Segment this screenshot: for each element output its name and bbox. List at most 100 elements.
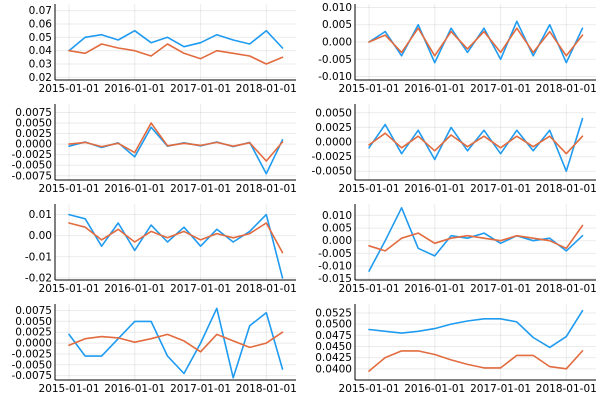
series-2-line <box>68 222 284 254</box>
y-tick-label: 0.0475 <box>315 330 352 342</box>
x-tick-label: 2016-01-01 <box>404 383 465 395</box>
x-tick-label: 2018-01-01 <box>236 183 297 195</box>
y-tick-label: 0.04 <box>29 45 53 57</box>
x-tick-label: 2015-01-01 <box>339 383 400 395</box>
chart-panel: 2015-01-01 2016-01-01 2017-01-01 2018-01-01… <box>315 304 597 395</box>
x-tick-label: 2017-01-01 <box>470 383 531 395</box>
y-tick-label: -0.005 <box>318 54 352 66</box>
y-tick-label: 0.0050 <box>15 316 52 328</box>
y-tick-label: 0.0050 <box>15 118 52 130</box>
y-tick-label: -0.005 <box>318 248 352 260</box>
y-tick-label: 0.0075 <box>15 305 52 317</box>
y-tick-label: -0.02 <box>25 272 52 284</box>
series-1-line <box>368 117 584 172</box>
x-tick-label: 2017-01-01 <box>470 183 531 195</box>
x-tick-label: 2016-01-01 <box>104 283 165 295</box>
x-tick-label: 2015-01-01 <box>339 83 400 95</box>
series-2-line <box>68 122 284 162</box>
series-1-line <box>68 307 284 379</box>
y-tick-label: 0.02 <box>29 72 52 84</box>
y-tick-label: 0.05 <box>29 32 52 44</box>
y-tick-label: -0.0025 <box>11 149 52 161</box>
x-tick-label: 2017-01-01 <box>470 283 531 295</box>
x-tick-label: 2018-01-01 <box>236 83 297 95</box>
series-2-line <box>368 224 584 252</box>
y-tick-label: 0.010 <box>322 2 352 14</box>
series-1-line <box>368 207 584 272</box>
y-tick-label: -0.0075 <box>11 370 52 382</box>
chart-panel: 2015-01-01 2016-01-01 2017-01-01 2018-01-01… <box>25 204 297 295</box>
x-tick-label: 2017-01-01 <box>170 283 231 295</box>
y-tick-label: -0.0025 <box>311 151 352 163</box>
y-tick-label: 0.000 <box>322 37 352 49</box>
y-tick-label: 0.0025 <box>15 327 52 339</box>
x-tick-label: 2016-01-01 <box>404 283 465 295</box>
y-tick-label: 0.07 <box>29 5 52 17</box>
y-tick-label: 0.0000 <box>15 139 52 151</box>
y-tick-label: -0.0025 <box>11 348 52 360</box>
x-tick-label: 2015-01-01 <box>339 283 400 295</box>
chart-panel: 2015-01-01 2016-01-01 2017-01-01 2018-01-01… <box>318 204 597 295</box>
series-1-line <box>68 126 284 175</box>
y-tick-label: -0.01 <box>25 251 52 263</box>
x-tick-label: 2018-01-01 <box>236 283 297 295</box>
y-tick-label: -0.015 <box>318 273 352 285</box>
series-1-line <box>68 29 284 52</box>
y-tick-label: 0.0075 <box>15 107 52 119</box>
x-tick-label: 2017-01-01 <box>170 83 231 95</box>
y-tick-label: 0.00 <box>29 230 52 242</box>
y-tick-label: -0.010 <box>318 261 352 273</box>
series-2-line <box>68 43 284 65</box>
y-tick-label: -0.010 <box>318 71 352 83</box>
x-tick-label: 2017-01-01 <box>470 83 531 95</box>
chart-panel: 2015-01-01 2016-01-01 2017-01-01 2018-01-01… <box>318 2 597 95</box>
y-tick-label: 0.005 <box>322 223 352 235</box>
y-tick-label: 0.0000 <box>15 338 52 350</box>
x-tick-label: 2015-01-01 <box>339 183 400 195</box>
x-tick-label: 2018-01-01 <box>536 383 597 395</box>
y-tick-label: 0.0500 <box>315 319 352 331</box>
chart-panel: 2015-01-01 2016-01-01 2017-01-01 2018-01-01… <box>311 104 597 195</box>
y-tick-label: 0.0400 <box>315 363 352 375</box>
x-tick-label: 2017-01-01 <box>170 183 231 195</box>
y-tick-label: 0.005 <box>322 19 352 31</box>
y-tick-label: 0.0050 <box>315 107 352 119</box>
y-tick-label: 0.0025 <box>15 128 52 140</box>
series-2-line <box>368 27 584 57</box>
x-tick-label: 2018-01-01 <box>536 283 597 295</box>
y-tick-label: 0.0525 <box>315 307 352 319</box>
chart-panel: 2015-01-01 2016-01-01 2017-01-01 2018-01-01… <box>11 104 297 195</box>
y-tick-label: -0.0075 <box>11 170 52 182</box>
x-tick-label: 2016-01-01 <box>104 183 165 195</box>
series-1-line <box>368 309 584 349</box>
y-tick-label: 0.000 <box>322 235 352 247</box>
x-tick-label: 2016-01-01 <box>104 383 165 395</box>
chart-panel: 2015-01-01 2016-01-01 2017-01-01 2018-01-01… <box>11 304 297 395</box>
y-tick-label: 0.0425 <box>315 352 352 364</box>
y-tick-label: 0.010 <box>322 210 352 222</box>
x-tick-label: 2015-01-01 <box>39 383 100 395</box>
x-tick-label: 2015-01-01 <box>39 83 100 95</box>
y-tick-label: 0.01 <box>29 209 52 221</box>
x-tick-label: 2017-01-01 <box>170 383 231 395</box>
series-2-line <box>68 331 284 353</box>
y-tick-label: 0.0000 <box>315 137 352 149</box>
chart-panel: 2015-01-01 2016-01-01 2017-01-01 2018-01-01… <box>29 4 297 95</box>
x-tick-label: 2015-01-01 <box>39 183 100 195</box>
y-tick-label: 0.03 <box>29 59 52 71</box>
x-tick-label: 2016-01-01 <box>404 183 465 195</box>
x-tick-label: 2016-01-01 <box>104 83 165 95</box>
y-tick-label: -0.0050 <box>311 166 352 178</box>
x-tick-label: 2016-01-01 <box>404 83 465 95</box>
x-tick-label: 2018-01-01 <box>536 83 597 95</box>
x-tick-label: 2018-01-01 <box>536 183 597 195</box>
y-tick-label: 0.06 <box>29 19 53 31</box>
x-tick-label: 2018-01-01 <box>236 383 297 395</box>
y-tick-label: 0.0450 <box>315 341 352 353</box>
series-2-line <box>368 132 584 155</box>
y-tick-label: 0.0025 <box>315 122 352 134</box>
series-1-line <box>68 213 284 279</box>
x-tick-label: 2015-01-01 <box>39 283 100 295</box>
y-tick-label: -0.0050 <box>11 160 52 172</box>
